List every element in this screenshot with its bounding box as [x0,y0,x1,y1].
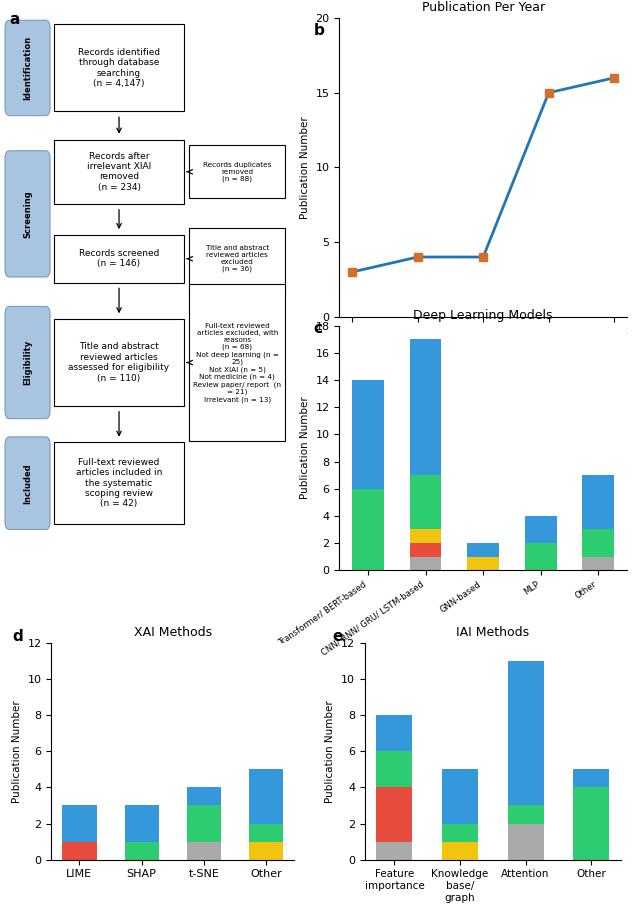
Bar [442,842,478,860]
Bar [125,842,159,860]
Text: Identification: Identification [23,36,32,100]
Title: XAI Methods: XAI Methods [134,625,212,639]
Bar [525,543,557,570]
Bar [352,380,384,489]
Bar [249,842,284,860]
Bar [410,529,442,543]
Bar [410,557,442,570]
Text: Records duplicates
removed
(n = 88): Records duplicates removed (n = 88) [203,161,271,182]
Text: Included: Included [23,462,32,503]
Bar [376,842,413,860]
Bar [62,842,97,860]
FancyBboxPatch shape [5,437,50,529]
Text: Screening: Screening [23,190,32,238]
Bar [508,661,543,805]
Bar [125,805,159,842]
Y-axis label: Publication Number: Publication Number [325,700,335,803]
Y-axis label: Publication Number: Publication Number [12,700,22,803]
Legend: 2018, 2019, 2020, 2021, 2022: 2018, 2019, 2020, 2021, 2022 [374,668,593,684]
Text: Full-text reviewed
articles excluded, with
reasons
(n = 68)
Not deep learning (n: Full-text reviewed articles excluded, wi… [193,322,282,403]
Text: Eligibility: Eligibility [23,340,32,386]
Bar [376,715,413,751]
FancyBboxPatch shape [5,151,50,277]
Text: Records after
irrelevant XIAI
removed
(n = 234): Records after irrelevant XIAI removed (n… [87,152,151,192]
Bar [410,339,442,475]
Title: Publication Per Year: Publication Per Year [422,1,545,14]
Bar [376,787,413,842]
Text: b: b [314,23,324,38]
Bar [582,557,614,570]
Text: Full-text reviewed
articles included in
the systematic
scoping review
(n = 42): Full-text reviewed articles included in … [76,458,162,509]
Bar [249,824,284,842]
FancyBboxPatch shape [189,228,285,290]
Title: Deep Learning Models: Deep Learning Models [413,309,553,322]
Text: a: a [9,12,20,27]
FancyBboxPatch shape [54,139,184,204]
Bar [442,769,478,824]
FancyBboxPatch shape [54,319,184,406]
FancyBboxPatch shape [54,443,184,524]
Bar [525,516,557,543]
Text: Title and abstract
reviewed articles
assessed for eligibility
(n = 110): Title and abstract reviewed articles ass… [68,342,170,383]
Text: Title and abstract
reviewed articles
excluded
(n = 36): Title and abstract reviewed articles exc… [205,245,269,272]
Bar [582,529,614,557]
Text: e: e [333,629,343,644]
Bar [573,769,609,787]
FancyBboxPatch shape [5,20,50,116]
Text: c: c [314,321,323,337]
FancyBboxPatch shape [5,307,50,419]
Bar [187,787,221,805]
Bar [249,769,284,824]
Y-axis label: Publication Number: Publication Number [300,116,310,219]
Text: d: d [13,629,24,644]
Bar [62,805,97,842]
Bar [582,475,614,529]
Bar [442,824,478,842]
Bar [352,489,384,570]
Text: Records screened
(n = 146): Records screened (n = 146) [79,249,159,269]
Bar [467,557,499,570]
Bar [508,805,543,824]
Bar [508,824,543,860]
Bar [410,543,442,557]
Title: IAI Methods: IAI Methods [456,625,529,639]
FancyBboxPatch shape [189,284,285,441]
Y-axis label: Publication Number: Publication Number [300,396,310,500]
Text: Records identified
through database
searching
(n = 4,147): Records identified through database sear… [78,48,160,88]
Bar [187,805,221,842]
Bar [410,475,442,529]
Bar [573,787,609,860]
FancyBboxPatch shape [189,145,285,198]
Bar [467,543,499,557]
Bar [376,751,413,787]
FancyBboxPatch shape [54,235,184,282]
Bar [187,842,221,860]
FancyBboxPatch shape [54,24,184,111]
